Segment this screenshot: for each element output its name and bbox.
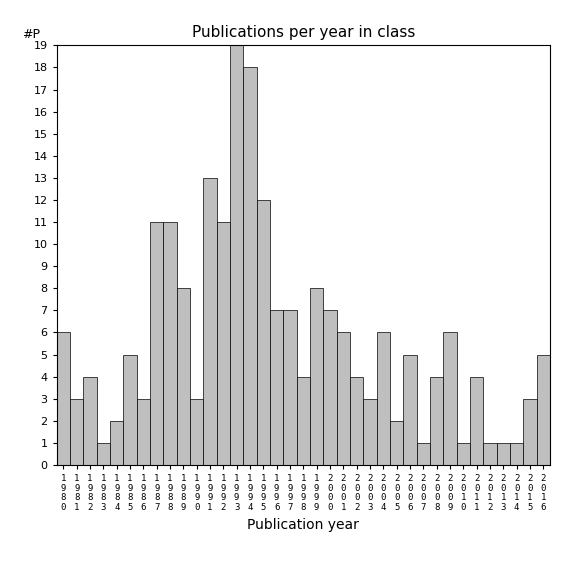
- Text: #P: #P: [22, 28, 40, 41]
- Bar: [217, 222, 230, 465]
- Bar: [190, 399, 204, 465]
- Bar: [497, 443, 510, 465]
- Bar: [257, 200, 270, 465]
- Bar: [523, 399, 536, 465]
- Bar: [363, 399, 376, 465]
- Bar: [150, 222, 163, 465]
- Bar: [483, 443, 497, 465]
- X-axis label: Publication year: Publication year: [247, 518, 359, 532]
- Bar: [456, 443, 470, 465]
- Bar: [284, 310, 297, 465]
- Bar: [443, 332, 456, 465]
- Bar: [350, 376, 363, 465]
- Bar: [163, 222, 177, 465]
- Bar: [430, 376, 443, 465]
- Bar: [270, 310, 284, 465]
- Bar: [337, 332, 350, 465]
- Bar: [110, 421, 124, 465]
- Bar: [297, 376, 310, 465]
- Bar: [230, 45, 243, 465]
- Title: Publications per year in class: Publications per year in class: [192, 25, 415, 40]
- Bar: [204, 178, 217, 465]
- Bar: [97, 443, 110, 465]
- Bar: [510, 443, 523, 465]
- Bar: [57, 332, 70, 465]
- Bar: [310, 288, 323, 465]
- Bar: [376, 332, 390, 465]
- Bar: [83, 376, 97, 465]
- Bar: [390, 421, 403, 465]
- Bar: [177, 288, 190, 465]
- Bar: [470, 376, 483, 465]
- Bar: [403, 354, 417, 465]
- Bar: [536, 354, 550, 465]
- Bar: [323, 310, 337, 465]
- Bar: [124, 354, 137, 465]
- Bar: [417, 443, 430, 465]
- Bar: [137, 399, 150, 465]
- Bar: [243, 67, 257, 465]
- Bar: [70, 399, 83, 465]
